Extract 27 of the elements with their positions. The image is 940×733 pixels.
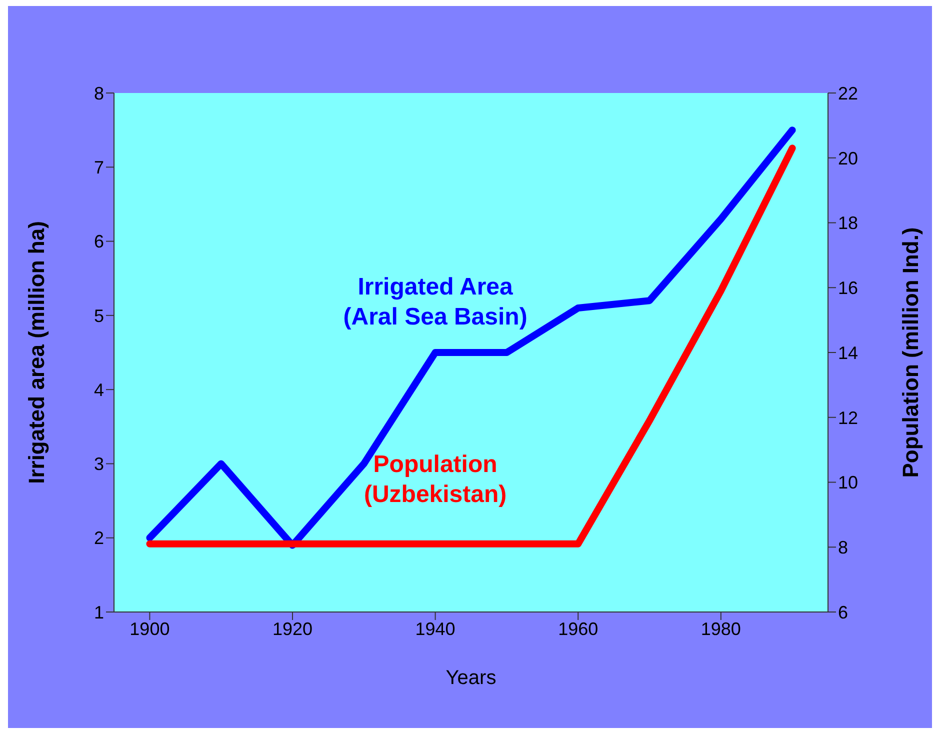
y2-tick-label: 6 bbox=[838, 602, 848, 622]
y-tick-label: 2 bbox=[94, 528, 104, 548]
y-tick-label: 8 bbox=[94, 83, 104, 104]
x-axis-title: Years bbox=[446, 667, 496, 690]
x-tick-label: 1960 bbox=[558, 618, 598, 639]
y-axis-title: Irrigated area (million ha) bbox=[24, 221, 49, 484]
y2-tick-label: 22 bbox=[838, 83, 858, 104]
x-tick-label: 1940 bbox=[415, 618, 456, 639]
x-tick-label: 1900 bbox=[130, 618, 170, 639]
y2-tick-label: 20 bbox=[838, 148, 858, 168]
y-tick-label: 1 bbox=[94, 602, 104, 622]
x-tick-label: 1920 bbox=[272, 618, 313, 639]
y-tick-label: 5 bbox=[94, 306, 104, 326]
y2-tick-label: 16 bbox=[838, 278, 858, 298]
y2-tick-label: 10 bbox=[838, 472, 858, 493]
y2-tick-label: 18 bbox=[838, 213, 858, 234]
y2-tick-label: 8 bbox=[838, 538, 848, 558]
x-tick-label: 1980 bbox=[700, 618, 741, 639]
y-tick-label: 4 bbox=[94, 380, 104, 400]
y2-tick-label: 14 bbox=[838, 342, 858, 363]
series-label: Irrigated Area (Aral Sea Basin) bbox=[343, 274, 528, 330]
y-tick-label: 3 bbox=[94, 454, 104, 474]
series-label: Population (Uzbekistan) bbox=[364, 450, 507, 508]
y2-tick-label: 12 bbox=[838, 408, 858, 428]
y-tick-label: 7 bbox=[94, 158, 104, 178]
y-tick-label: 6 bbox=[94, 232, 104, 252]
y2-axis-title: Population (million Ind.) bbox=[898, 227, 923, 478]
